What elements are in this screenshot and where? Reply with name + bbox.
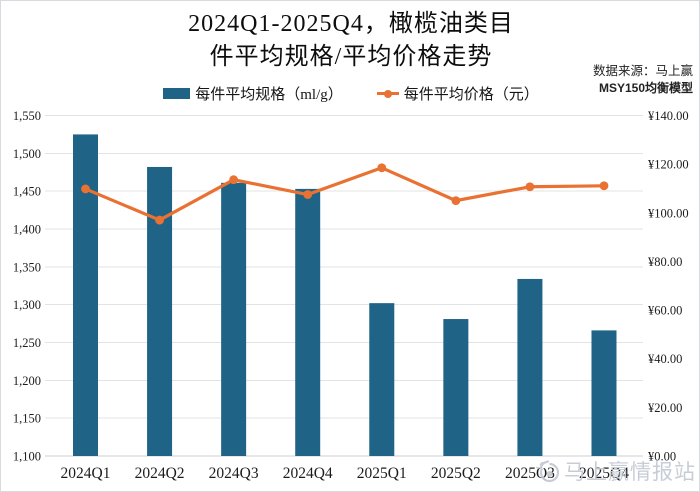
y-axis-label-left: 1,400	[13, 223, 41, 237]
chart-title: 2024Q1-2025Q4，橄榄油类目 件平均规格/平均价格走势	[1, 8, 699, 74]
price-marker-2025Q3	[525, 182, 535, 192]
x-axis-label: 2024Q4	[283, 465, 333, 482]
bar-2024Q2	[147, 166, 173, 456]
y-axis-label-left: 1,500	[13, 147, 41, 161]
price-line	[83, 166, 606, 222]
x-axis-label: 2024Q2	[135, 465, 185, 482]
y-axis-label-right: ¥100.00	[648, 206, 689, 220]
y-axis-label-left: 1,550	[13, 109, 41, 123]
plot-area: 1,550 1,500 1,450 1,400 1,350 1,300 1,250 1,200…	[13, 109, 689, 482]
price-marker-2025Q1	[377, 163, 387, 173]
data-source-line1: 数据来源：马上赢	[592, 64, 693, 78]
y-axis-label-left: 1,150	[13, 412, 41, 426]
price-marker-2024Q2	[155, 215, 164, 225]
watermark: 马上赢情报站	[536, 456, 696, 486]
chart-title-line1: 2024Q1-2025Q4，橄榄油类目	[188, 11, 514, 37]
y-axis-label-left: 1,200	[13, 374, 41, 388]
weibo-icon	[536, 459, 560, 482]
bar-2024Q1	[73, 134, 98, 456]
price-marker-2024Q1	[81, 184, 90, 194]
data-source-note: 数据来源：马上赢 MSY150均衡模型	[593, 63, 693, 97]
y-axis-label-right: ¥60.00	[648, 304, 682, 318]
y-axis-label-right: ¥20.00	[648, 401, 682, 415]
y-axis-label-right: ¥120.00	[648, 158, 689, 172]
x-axis-label: 2025Q2	[431, 465, 481, 482]
y-axis-label-left: 1,300	[13, 298, 41, 312]
price-marker-2024Q3	[229, 175, 239, 185]
watermark-text: 马上赢情报站	[564, 460, 696, 484]
bar-swatch-icon	[163, 88, 191, 99]
price-marker-2025Q4	[599, 181, 609, 191]
x-axis-label: 2024Q3	[209, 465, 259, 482]
y-axis-label-right: ¥140.00	[648, 109, 689, 123]
line-dot-swatch-icon	[376, 88, 399, 99]
bar-2025Q4	[591, 330, 617, 456]
price-marker-2024Q4	[303, 190, 313, 199]
legend-item-price: 每件平均价格（元）	[376, 83, 539, 104]
x-axis-label: 2024Q1	[61, 465, 111, 482]
price-marker-2025Q2	[451, 196, 461, 206]
y-axis-label-right: ¥0.00	[648, 450, 676, 464]
bar-2025Q2	[443, 319, 469, 456]
chart-legend: 每件平均规格（ml/g） 每件平均价格（元）	[1, 83, 699, 104]
bar-2024Q4	[295, 188, 321, 456]
y-axis-label-right: ¥40.00	[648, 352, 682, 366]
y-axis-label-left: 1,250	[13, 336, 41, 350]
y-axis-label-left: 1,100	[13, 450, 41, 464]
legend-label-price: 每件平均价格（元）	[403, 87, 539, 103]
data-source-line2: MSY150均衡模型	[598, 81, 693, 95]
bar-2024Q3	[221, 182, 247, 456]
legend-item-spec: 每件平均规格（ml/g）	[163, 83, 343, 104]
x-axis-label: 2025Q4	[579, 465, 629, 482]
bar-2025Q1	[369, 303, 395, 456]
y-axis-label-right: ¥80.00	[648, 255, 682, 269]
y-axis-label-left: 1,450	[13, 185, 41, 199]
bar-2025Q3	[517, 278, 543, 456]
x-axis-label: 2025Q1	[357, 465, 407, 482]
legend-label-spec: 每件平均规格（ml/g）	[195, 87, 343, 103]
y-axis-label-left: 1,350	[13, 260, 41, 274]
chart-title-line2: 件平均规格/平均价格走势	[209, 44, 493, 70]
